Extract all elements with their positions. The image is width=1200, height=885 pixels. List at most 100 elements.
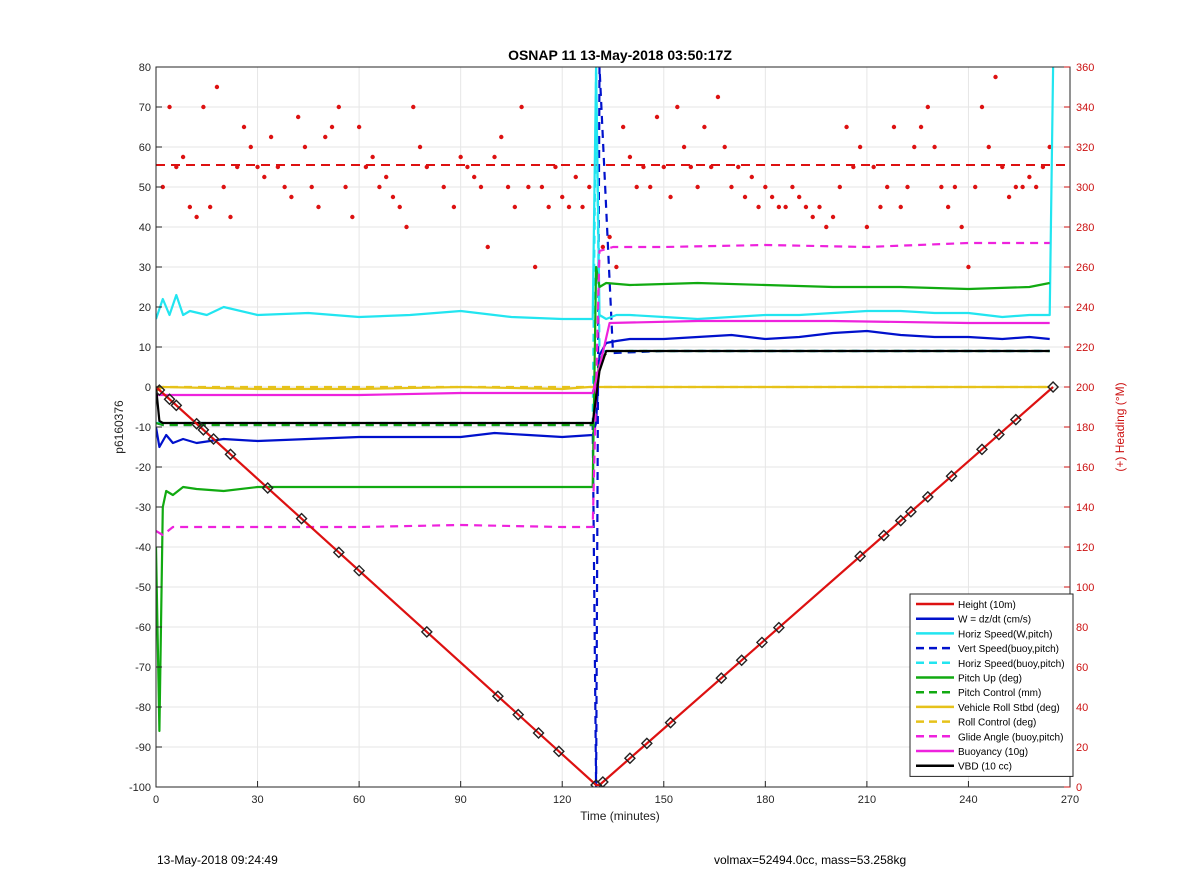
legend-label: Height (10m) (958, 600, 1016, 611)
series-line-6 (156, 349, 1050, 427)
heading-point (451, 204, 457, 210)
series-layer (156, 67, 1070, 787)
heading-point (810, 214, 815, 220)
heading-point (796, 194, 802, 200)
height-marker (921, 490, 934, 503)
height-marker (623, 752, 636, 765)
heading-point (661, 164, 666, 170)
heading-point (465, 164, 470, 170)
x-tick-label: 120 (553, 794, 571, 806)
heading-point (485, 244, 490, 250)
heading-point (702, 124, 707, 130)
heading-point (343, 184, 348, 190)
heading-point (830, 214, 836, 220)
y2-tick-label: 360 (1076, 62, 1094, 74)
heading-point (458, 154, 463, 160)
x-tick-label: 150 (655, 794, 673, 806)
x-tick-label: 30 (251, 794, 263, 806)
heading-point (370, 154, 375, 160)
heading-point (857, 144, 863, 150)
heading-point (553, 164, 558, 170)
heading-point (356, 124, 362, 130)
y-tick-label: 50 (139, 182, 151, 194)
height-marker (975, 443, 988, 456)
y-tick-label: -90 (135, 742, 151, 754)
heading-point (939, 184, 944, 190)
chart-title: OSNAP 11 13-May-2018 03:50:17Z (508, 47, 732, 63)
heading-point (966, 264, 971, 270)
legend-box (909, 593, 1074, 777)
x-tick-label: 270 (1061, 794, 1079, 806)
plot-area (156, 67, 1070, 787)
heading-point (607, 234, 612, 240)
height-marker (715, 672, 728, 685)
heading-point (932, 144, 937, 150)
height-marker (353, 564, 366, 577)
heading-point (769, 194, 775, 200)
heading-point (973, 184, 978, 190)
y2-tick-label: 140 (1076, 502, 1094, 514)
height-marker (190, 417, 203, 430)
x-tick-label: 0 (153, 794, 159, 806)
y2-tick-label: 60 (1076, 662, 1088, 674)
heading-point (255, 164, 260, 170)
heading-point (790, 184, 795, 190)
heading-point (363, 164, 369, 170)
legend-label: W = dz/dt (cm/s) (958, 615, 1031, 626)
height-marker (755, 636, 768, 649)
y2-tick-label: 120 (1076, 542, 1094, 554)
heading-point (986, 144, 991, 150)
y2-tick-label: 200 (1076, 382, 1094, 394)
height-marker (491, 690, 504, 703)
heading-point (851, 164, 856, 170)
heading-point (167, 104, 172, 110)
heading-point (411, 104, 416, 110)
heading-point (627, 154, 633, 160)
heading-point (783, 204, 788, 210)
y-axis-label: p6160376 (112, 400, 126, 454)
heading-point (316, 204, 321, 210)
height-marker (420, 625, 433, 638)
heading-point (878, 204, 883, 210)
y-tick-label: -40 (135, 542, 151, 554)
heading-point (207, 204, 213, 210)
y-tick-label: 30 (139, 262, 151, 274)
heading-point (668, 194, 673, 200)
y2-tick-label: 240 (1076, 302, 1094, 314)
height-marker (1047, 381, 1060, 393)
y2-tick-label: 40 (1076, 702, 1088, 714)
heading-point (837, 184, 843, 190)
heading-point (722, 144, 727, 150)
heading-point (729, 184, 734, 190)
heading-point (803, 204, 809, 210)
heading-point (776, 204, 782, 210)
series-line-2 (156, 67, 1055, 321)
heading-point (329, 124, 335, 130)
y2-tick-label: 320 (1076, 142, 1094, 154)
series-line-5 (156, 265, 1050, 733)
height-marker (532, 726, 545, 739)
heading-point (648, 184, 653, 190)
heading-point (824, 224, 829, 230)
height-marker (163, 393, 176, 406)
heading-point (763, 184, 768, 190)
heading-point (580, 204, 585, 210)
heading-point (566, 204, 572, 210)
y-tick-label: -60 (135, 622, 151, 634)
series-line-9 (156, 241, 1050, 537)
footer-timestamp: 13-May-2018 09:24:49 (157, 853, 278, 867)
height-marker (1009, 413, 1022, 426)
heading-point (275, 164, 281, 170)
heading-point (952, 184, 958, 190)
heading-point (695, 184, 700, 190)
heading-point (214, 84, 220, 90)
heading-point (1013, 184, 1019, 190)
height-marker (224, 448, 237, 461)
height-marker (261, 482, 274, 495)
legend-label: Vert Speed(buoy,pitch) (958, 644, 1059, 655)
heading-point (174, 164, 179, 170)
x-tick-label: 210 (858, 794, 876, 806)
heading-point (959, 224, 964, 230)
y-tick-label: 40 (139, 222, 151, 234)
height-marker (945, 470, 958, 483)
